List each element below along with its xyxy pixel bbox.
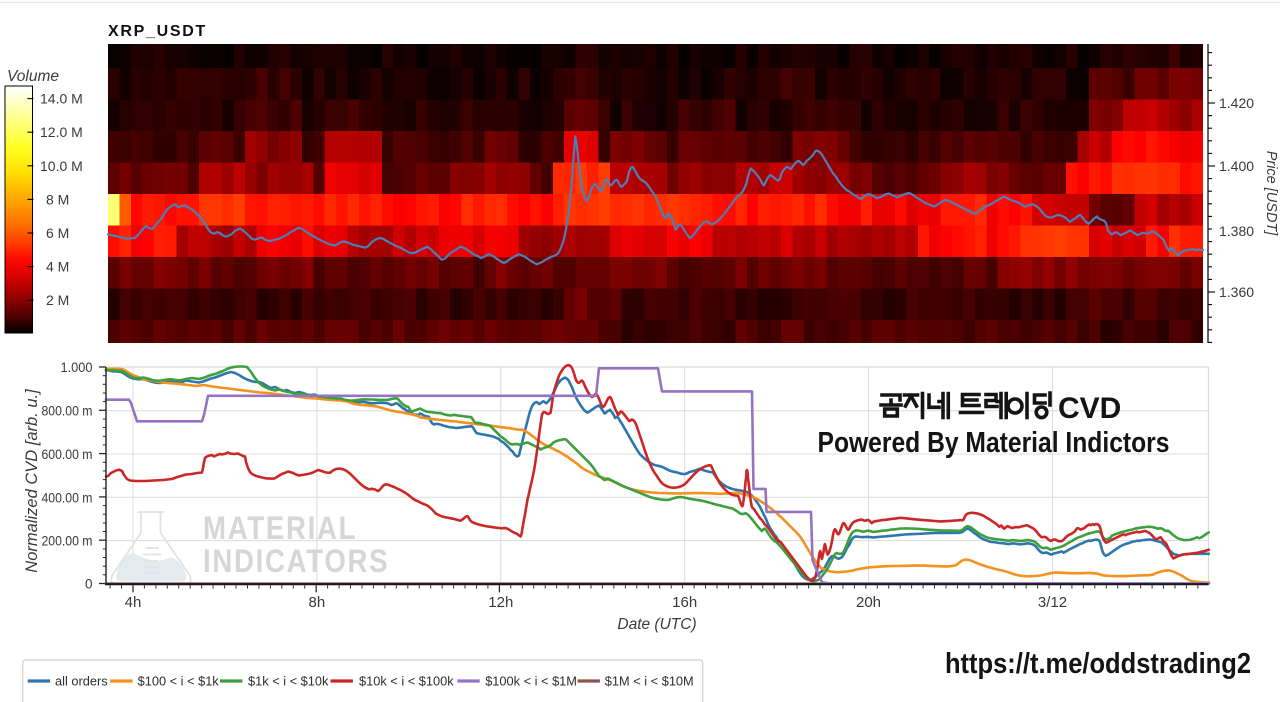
svg-text:4h: 4h bbox=[125, 594, 142, 611]
svg-text:Powered By Material Indictors: Powered By Material Indictors bbox=[818, 426, 1170, 458]
svg-text:CVD: CVD bbox=[1058, 392, 1121, 425]
svg-text:$10k < i < $100k: $10k < i < $100k bbox=[359, 674, 454, 689]
svg-text:0: 0 bbox=[85, 577, 93, 592]
svg-text:8h: 8h bbox=[309, 594, 326, 611]
svg-text:1.400: 1.400 bbox=[1219, 158, 1254, 174]
svg-text:600.00 m: 600.00 m bbox=[42, 447, 93, 462]
svg-text:4 M: 4 M bbox=[46, 259, 69, 275]
svg-text:Date (UTC): Date (UTC) bbox=[617, 616, 696, 633]
svg-text:200.00 m: 200.00 m bbox=[42, 534, 93, 549]
svg-text:12.0 M: 12.0 M bbox=[40, 124, 83, 140]
svg-text:6 M: 6 M bbox=[46, 225, 69, 241]
svg-text:Normalized CVD [arb. u.]: Normalized CVD [arb. u.] bbox=[23, 389, 41, 573]
svg-text:16h: 16h bbox=[672, 594, 697, 611]
svg-text:3/12: 3/12 bbox=[1038, 594, 1067, 611]
svg-text:20h: 20h bbox=[856, 594, 881, 611]
svg-text:14.0 M: 14.0 M bbox=[40, 91, 83, 107]
svg-text:Price [USDT]: Price [USDT] bbox=[1263, 151, 1279, 237]
svg-text:400.00 m: 400.00 m bbox=[42, 490, 93, 505]
svg-text:10.0 M: 10.0 M bbox=[40, 158, 83, 174]
svg-text:https://t.me/oddstrading2: https://t.me/oddstrading2 bbox=[945, 646, 1251, 679]
svg-text:INDICATORS: INDICATORS bbox=[203, 544, 389, 580]
svg-text:Volume: Volume bbox=[7, 68, 59, 85]
svg-text:XRP_USDT: XRP_USDT bbox=[108, 23, 207, 40]
svg-text:1.380: 1.380 bbox=[1219, 223, 1254, 239]
svg-text:2 M: 2 M bbox=[46, 292, 69, 308]
svg-text:1.420: 1.420 bbox=[1219, 95, 1254, 111]
svg-text:$1k < i < $10k: $1k < i < $10k bbox=[248, 674, 329, 689]
svg-text:$100 < i < $1k: $100 < i < $1k bbox=[138, 674, 220, 689]
svg-text:1.360: 1.360 bbox=[1219, 284, 1254, 300]
svg-text:$1M < i < $10M: $1M < i < $10M bbox=[605, 674, 694, 689]
svg-text:12h: 12h bbox=[488, 594, 513, 611]
svg-text:800.00 m: 800.00 m bbox=[42, 404, 93, 419]
svg-text:$100k < i < $1M: $100k < i < $1M bbox=[485, 674, 577, 689]
svg-text:8 M: 8 M bbox=[46, 191, 69, 207]
svg-text:all orders: all orders bbox=[55, 674, 108, 689]
svg-text:MATERIAL: MATERIAL bbox=[203, 511, 357, 547]
svg-text:1.000: 1.000 bbox=[61, 360, 93, 375]
